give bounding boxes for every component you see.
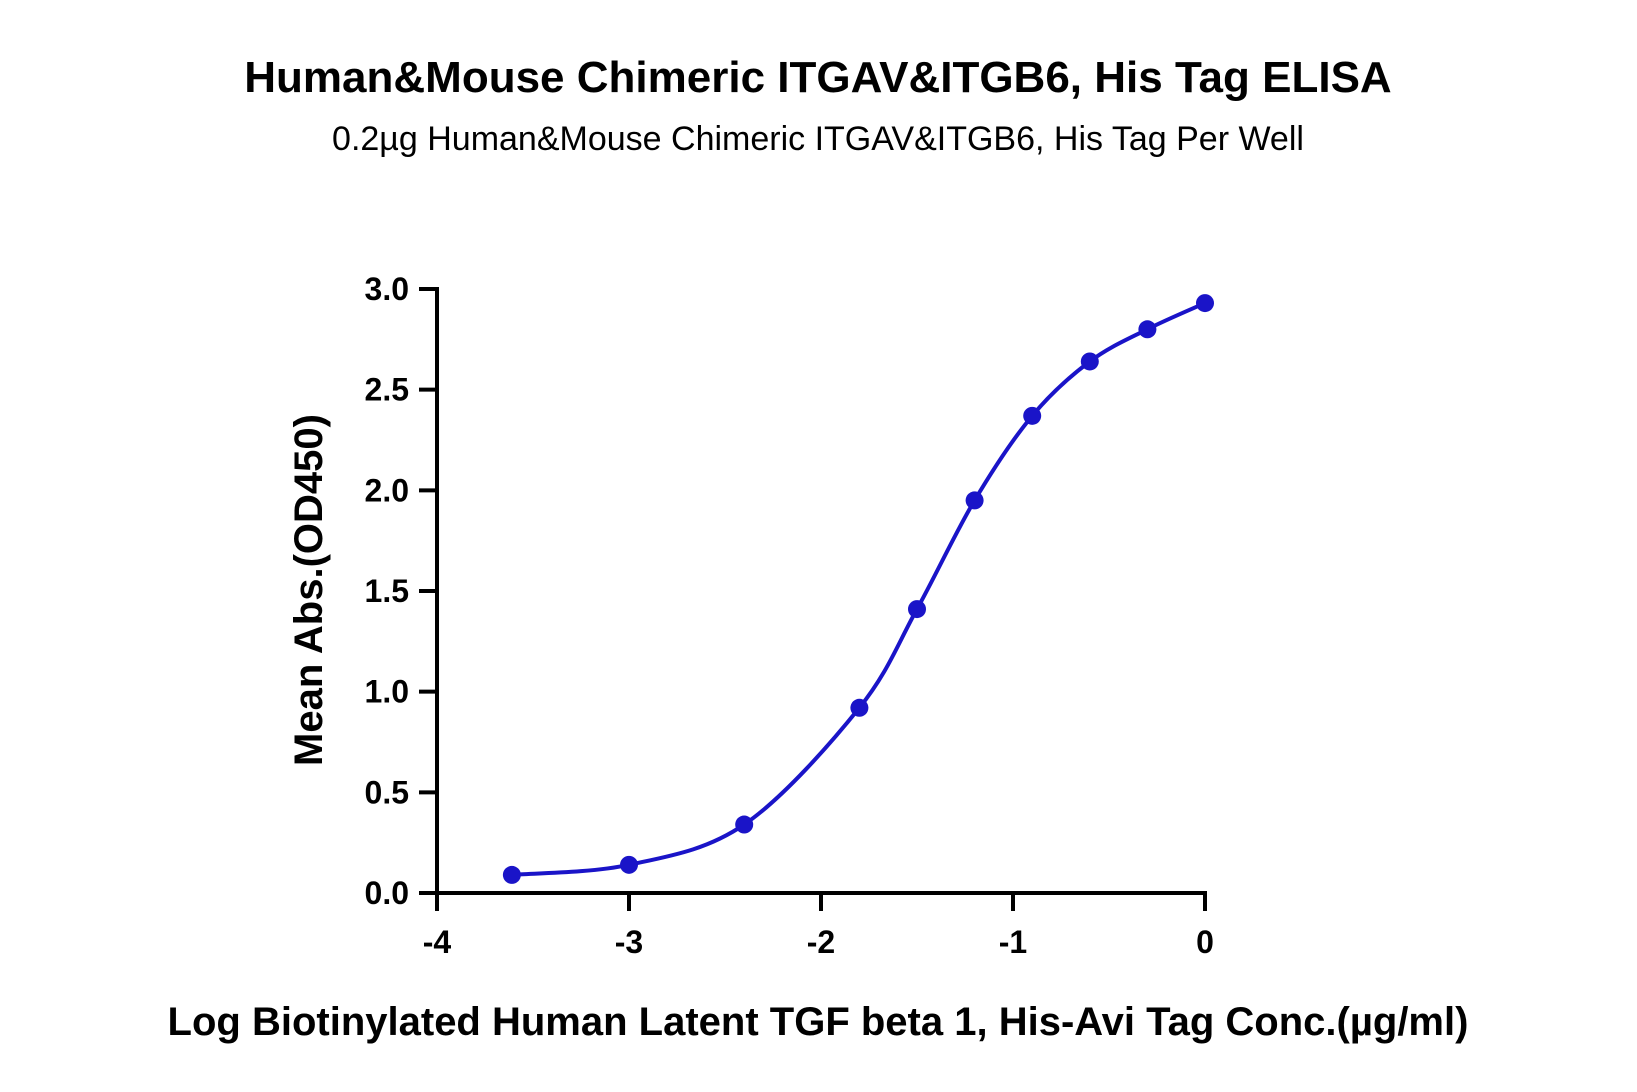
y-tick-label: 0.0 [365, 875, 409, 911]
x-tick-label: -3 [615, 924, 643, 960]
data-point [1080, 352, 1099, 371]
plot-area [502, 294, 1214, 884]
chart-subtitle: 0.2µg Human&Mouse Chimeric ITGAV&ITGB6, … [332, 120, 1304, 158]
data-point [908, 600, 926, 619]
x-tick-label: -4 [423, 924, 452, 960]
x-tick-label: 0 [1196, 924, 1214, 960]
data-point [965, 491, 984, 510]
data-point [1196, 294, 1214, 313]
x-axis: -4 -3 -2 -1 0 [423, 891, 1214, 960]
chart-title: Human&Mouse Chimeric ITGAV&ITGB6, His Ta… [244, 53, 1391, 102]
data-point [735, 815, 754, 834]
y-axis: 0.0 0.5 1.0 1.5 2.0 2.5 3.0 [365, 271, 439, 911]
data-point [502, 865, 521, 884]
y-axis-label: Mean Abs.(OD450) [287, 414, 331, 766]
y-tick-label: 2.0 [365, 472, 409, 508]
data-point [850, 698, 869, 717]
x-tick-label: -2 [807, 924, 835, 960]
y-tick-label: 2.5 [365, 372, 409, 408]
y-tick-label: 1.5 [365, 573, 409, 609]
y-tick-label: 3.0 [365, 271, 409, 307]
x-axis-label: Log Biotinylated Human Latent TGF beta 1… [168, 1000, 1469, 1044]
series-line [511, 301, 1206, 877]
data-point [1023, 406, 1042, 425]
data-point [1138, 320, 1157, 339]
x-tick-label: -1 [999, 924, 1027, 960]
y-tick-label: 1.0 [365, 674, 409, 710]
data-point [620, 855, 638, 874]
y-tick-label: 0.5 [365, 774, 409, 810]
